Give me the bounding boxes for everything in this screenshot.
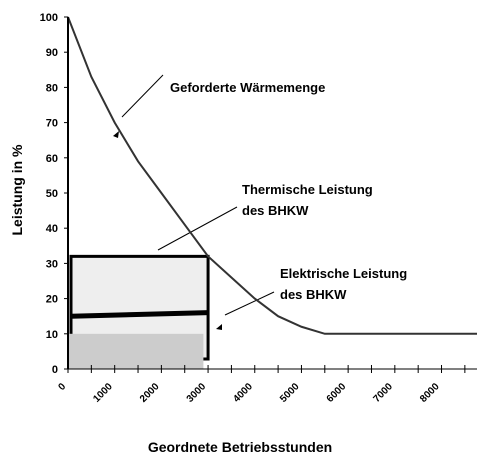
annotation: Geforderte Wärmemenge [170, 80, 325, 95]
x-tick-label: 8000 [418, 381, 442, 405]
y-tick-label: 20 [46, 294, 58, 306]
y-tick-label: 70 [46, 118, 58, 130]
demand-curve [67, 16, 477, 335]
y-tick-label: 40 [46, 223, 58, 235]
annotation: Elektrische Leistung [280, 266, 407, 281]
arrowhead [216, 324, 222, 330]
annotation: des BHKW [280, 287, 347, 302]
leader-line [224, 291, 275, 316]
electrical-line [70, 310, 209, 319]
y-tick-label: 100 [40, 12, 58, 24]
x-tick-label: 1000 [91, 381, 115, 405]
annotation: des BHKW [242, 203, 309, 218]
x-tick-label: 7000 [371, 381, 395, 405]
y-tick-label: 0 [52, 364, 58, 376]
y-tick-label: 80 [46, 82, 58, 94]
leader-line [157, 206, 238, 251]
leader-line [121, 74, 164, 118]
x-tick-label: 3000 [185, 381, 209, 405]
x-tick-label: 2000 [138, 381, 162, 405]
x-tick-label: 6000 [325, 381, 349, 405]
y-tick-label: 30 [46, 258, 58, 270]
x-tick-label: 4000 [231, 381, 255, 405]
y-tick-label: 50 [46, 188, 58, 200]
x-axis-title: Geordnete Betriebsstunden [148, 439, 332, 455]
arrowhead [113, 131, 119, 138]
annotation: Thermische Leistung [242, 182, 373, 197]
y-tick-label: 90 [46, 47, 58, 59]
x-tick-label: 0 [56, 381, 68, 393]
y-tick-label: 60 [46, 153, 58, 165]
y-tick-label: 10 [46, 329, 58, 341]
base-block [69, 333, 204, 369]
y-axis-title: Leistung in % [9, 144, 25, 236]
x-tick-label: 5000 [278, 381, 302, 405]
